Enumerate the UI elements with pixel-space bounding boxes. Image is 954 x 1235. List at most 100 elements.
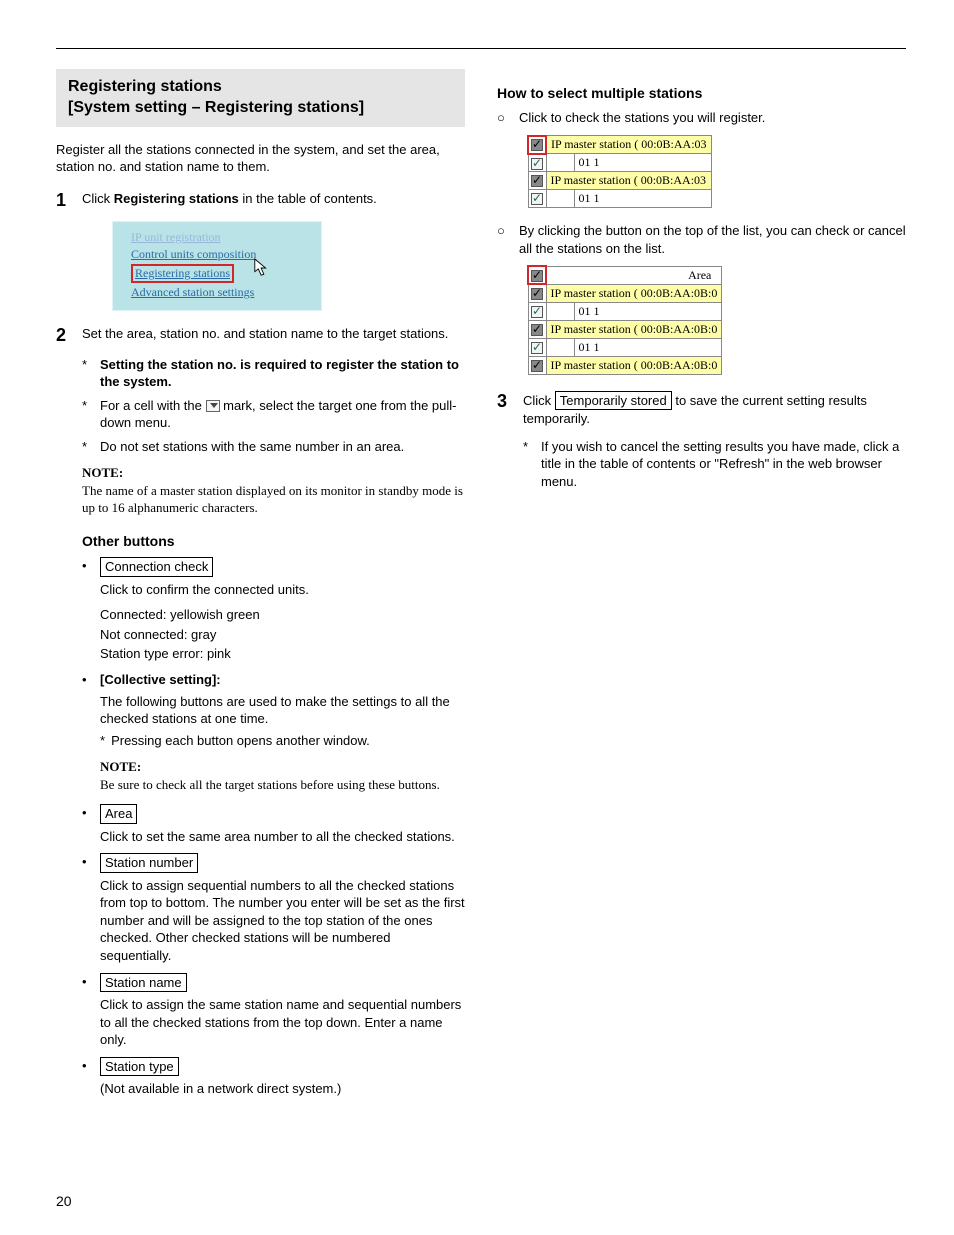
station-number-desc: Click to assign sequential numbers to al… bbox=[100, 877, 465, 965]
area-button[interactable]: Area bbox=[100, 804, 137, 824]
collective-desc: The following buttons are used to make t… bbox=[100, 693, 465, 728]
table-row: IP master station ( 00:0B:AA:03 bbox=[528, 136, 711, 154]
spacer-cell bbox=[546, 338, 574, 356]
step-number: 1 bbox=[56, 190, 72, 211]
connection-check-button[interactable]: Connection check bbox=[100, 557, 213, 577]
figure-station-list-a: IP master station ( 00:0B:AA:03 01 1 IP … bbox=[527, 135, 712, 209]
right-column: How to select multiple stations ○ Click … bbox=[497, 69, 906, 1106]
step-2: 2 Set the area, station no. and station … bbox=[56, 325, 465, 346]
spacer-cell bbox=[546, 190, 574, 208]
fig1-faded-line: IP unit registration bbox=[131, 230, 311, 245]
check-icon bbox=[531, 288, 543, 300]
step-3-body: Click Temporarily stored to save the cur… bbox=[523, 391, 906, 428]
dropdown-mark-icon bbox=[206, 400, 220, 412]
asterisk-icon: * bbox=[523, 438, 533, 491]
checkbox-cell[interactable] bbox=[528, 172, 546, 190]
circle-bullet-icon: ○ bbox=[497, 222, 509, 257]
two-column-layout: Registering stations [System setting – R… bbox=[56, 69, 906, 1106]
bullet-area: • Area bbox=[82, 804, 465, 824]
step-1-body: Click Registering stations in the table … bbox=[82, 190, 465, 211]
check-icon bbox=[531, 193, 543, 205]
step1-pre: Click bbox=[82, 191, 114, 206]
bullet-station-name: • Station name bbox=[82, 973, 465, 993]
asterisk-icon: * bbox=[82, 356, 92, 391]
circ-2: ○ By clicking the button on the top of t… bbox=[497, 222, 906, 257]
value-cell: 01 1 bbox=[574, 190, 711, 208]
step2-star1-text: Setting the station no. is required to r… bbox=[100, 356, 465, 391]
left-column: Registering stations [System setting – R… bbox=[56, 69, 465, 1106]
checkbox-cell[interactable] bbox=[528, 154, 546, 172]
fig1-line-a: Control units composition bbox=[131, 247, 311, 262]
step-number: 2 bbox=[56, 325, 72, 346]
checkbox-cell[interactable] bbox=[528, 190, 546, 208]
step3-pre: Click bbox=[523, 393, 555, 408]
station-header-cell: IP master station ( 00:0B:AA:03 bbox=[546, 172, 711, 190]
value-cell: 01 1 bbox=[574, 154, 711, 172]
check-icon bbox=[531, 360, 543, 372]
station-header-cell: IP master station ( 00:0B:AA:0B:0 bbox=[546, 356, 722, 374]
note-header: NOTE: bbox=[100, 759, 465, 775]
check-icon bbox=[531, 342, 543, 354]
fig1-line-c: Advanced station settings bbox=[131, 285, 311, 300]
bullet-collective: • [Collective setting]: bbox=[82, 671, 465, 689]
check-icon bbox=[531, 175, 543, 187]
temporarily-stored-button[interactable]: Temporarily stored bbox=[555, 391, 672, 411]
spacer-cell bbox=[546, 154, 574, 172]
collective-star-text: Pressing each button opens another windo… bbox=[111, 732, 370, 750]
cursor-icon bbox=[253, 258, 271, 278]
station-type-button[interactable]: Station type bbox=[100, 1057, 179, 1077]
page-number: 20 bbox=[56, 1193, 72, 1209]
bullet-connection-check: • Connection check bbox=[82, 557, 465, 577]
table-row: 01 1 bbox=[528, 302, 722, 320]
collective-label: [Collective setting]: bbox=[100, 671, 465, 689]
step3-star-text: If you wish to cancel the setting result… bbox=[541, 438, 906, 491]
bullet-dot-icon: • bbox=[82, 853, 90, 873]
step-2-body: Set the area, station no. and station na… bbox=[82, 325, 465, 346]
circ2-text: By clicking the button on the top of the… bbox=[519, 222, 906, 257]
bullet-dot-icon: • bbox=[82, 557, 90, 577]
bullet-station-number: • Station number bbox=[82, 853, 465, 873]
conn-state-2: Not connected: gray bbox=[100, 626, 465, 644]
other-buttons-heading: Other buttons bbox=[82, 533, 465, 549]
section-title-line1: Registering stations bbox=[68, 77, 453, 98]
table-row: 01 1 bbox=[528, 154, 711, 172]
fig1-highlighted: Registering stations bbox=[131, 264, 234, 283]
checkbox-cell[interactable] bbox=[528, 284, 546, 302]
check-icon bbox=[531, 139, 543, 151]
step2-star3: * Do not set stations with the same numb… bbox=[82, 438, 465, 456]
value-cell: 01 1 bbox=[574, 338, 722, 356]
station-number-button[interactable]: Station number bbox=[100, 853, 198, 873]
check-icon bbox=[531, 270, 543, 282]
note-body: Be sure to check all the target stations… bbox=[100, 777, 465, 794]
collective-star: * Pressing each button opens another win… bbox=[100, 732, 465, 750]
step2-star2-text: For a cell with the mark, select the tar… bbox=[100, 397, 465, 432]
bullet-dot-icon: • bbox=[82, 1057, 90, 1077]
table-row: Area bbox=[528, 266, 722, 284]
connection-check-desc: Click to confirm the connected units. bbox=[100, 581, 465, 599]
table-row: IP master station ( 00:0B:AA:0B:0 bbox=[528, 356, 722, 374]
checkbox-cell[interactable] bbox=[528, 320, 546, 338]
station-name-button[interactable]: Station name bbox=[100, 973, 187, 993]
circ1-text: Click to check the stations you will reg… bbox=[519, 109, 906, 127]
circle-bullet-icon: ○ bbox=[497, 109, 509, 127]
step-number: 3 bbox=[497, 391, 513, 428]
step2-star3-text: Do not set stations with the same number… bbox=[100, 438, 404, 456]
checkbox-cell[interactable] bbox=[528, 338, 546, 356]
table-row: IP master station ( 00:0B:AA:0B:0 bbox=[528, 284, 722, 302]
station-header-cell: IP master station ( 00:0B:AA:03 bbox=[546, 136, 711, 154]
section-title-line2: [System setting – Registering stations] bbox=[68, 98, 453, 119]
step2-star1: * Setting the station no. is required to… bbox=[82, 356, 465, 391]
bullet-dot-icon: • bbox=[82, 804, 90, 824]
figure-station-list-b: Area IP master station ( 00:0B:AA:0B:0 0… bbox=[527, 265, 722, 375]
checkbox-cell[interactable] bbox=[528, 266, 546, 284]
bullet-station-type: • Station type bbox=[82, 1057, 465, 1077]
checkbox-cell[interactable] bbox=[528, 356, 546, 374]
bullet-dot-icon: • bbox=[82, 671, 90, 689]
table-row: IP master station ( 00:0B:AA:03 bbox=[528, 172, 711, 190]
spacer-cell bbox=[546, 302, 574, 320]
asterisk-icon: * bbox=[82, 438, 92, 456]
station-name-desc: Click to assign the same station name an… bbox=[100, 996, 465, 1049]
section-title: Registering stations [System setting – R… bbox=[56, 69, 465, 127]
checkbox-cell[interactable] bbox=[528, 136, 546, 154]
checkbox-cell[interactable] bbox=[528, 302, 546, 320]
